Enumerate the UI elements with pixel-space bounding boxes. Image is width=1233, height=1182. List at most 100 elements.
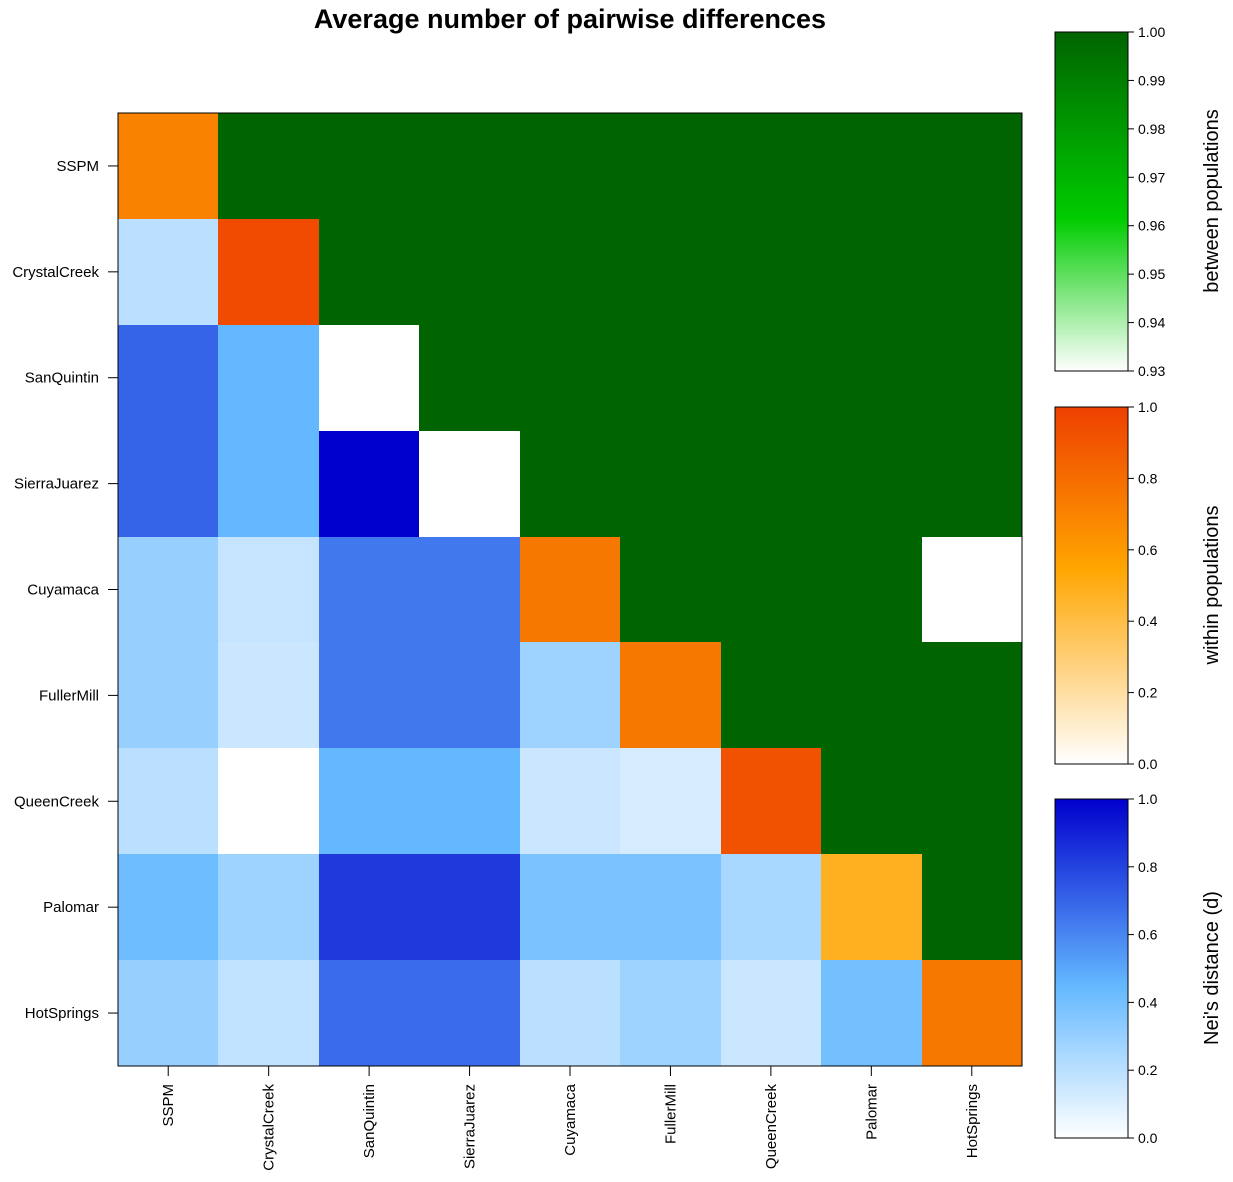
- heatmap-cell-SSPM-Palomar: [821, 113, 922, 219]
- y-axis: SSPM CrystalCreek SanQuintin SierraJuarez Cu…: [12, 158, 118, 1022]
- y-tick-label-Cuyamaca: Cuyamaca: [27, 582, 99, 599]
- y-tick-label-QueenCreek: QueenCreek: [14, 793, 100, 810]
- heatmap-cell-SanQuintin-CrystalCreek: [218, 325, 319, 431]
- heatmap-cell-QueenCreek-CrystalCreek: [218, 748, 319, 854]
- heatmap-cell-SanQuintin-FullerMill: [620, 325, 721, 431]
- heatmap-cell-Cuyamaca-FullerMill: [620, 537, 721, 642]
- legend-colorbar-within: [1054, 406, 1129, 765]
- legend-tick-label: 0.96: [1138, 218, 1165, 234]
- heatmap-cell-SSPM-SSPM: [118, 113, 218, 219]
- legend-tick-label: 0.0: [1138, 756, 1158, 772]
- heatmap-cell-SSPM-SanQuintin: [319, 113, 419, 219]
- heatmap-cell-HotSprings-Palomar: [821, 960, 922, 1066]
- heatmap-cell-Palomar-QueenCreek: [721, 854, 821, 960]
- legend-tick-label: 0.97: [1138, 169, 1165, 185]
- heatmap-cell-FullerMill-SSPM: [118, 642, 218, 748]
- legend-tick-label: 0.2: [1138, 1062, 1158, 1078]
- legend-within: 0.0 0.2 0.4 0.6 0.8 1.0 within populations: [1054, 399, 1223, 772]
- heatmap-cell-SanQuintin-SSPM: [118, 325, 218, 431]
- heatmap-cell-HotSprings-SierraJuarez: [419, 960, 520, 1066]
- heatmap-cell-SierraJuarez-QueenCreek: [721, 431, 821, 537]
- legend-colorbar-between: [1054, 31, 1129, 372]
- y-tick-label-SanQuintin: SanQuintin: [25, 370, 99, 387]
- heatmap-cell-Cuyamaca-QueenCreek: [721, 537, 821, 642]
- heatmap-cell-SanQuintin-Palomar: [821, 325, 922, 431]
- legend-tick-label: 0.98: [1138, 121, 1165, 137]
- heatmap-cell-Cuyamaca-CrystalCreek: [218, 537, 319, 642]
- heatmap-cell-SSPM-FullerMill: [620, 113, 721, 219]
- heatmap-cell-HotSprings-SanQuintin: [319, 960, 419, 1066]
- x-tick-label-Palomar: Palomar: [863, 1084, 880, 1140]
- heatmap-cell-QueenCreek-SierraJuarez: [419, 748, 520, 854]
- heatmap-cell-SierraJuarez-SanQuintin: [319, 431, 419, 537]
- y-tick-label-HotSprings: HotSprings: [25, 1005, 99, 1022]
- heatmap-cell-Cuyamaca-Palomar: [821, 537, 922, 642]
- x-tick-label-FullerMill: FullerMill: [662, 1084, 679, 1144]
- y-tick-label-SSPM: SSPM: [56, 158, 99, 175]
- legend-nei: 0.0 0.2 0.4 0.6 0.8 1.0 Nei's distance (d): [1054, 791, 1223, 1146]
- heatmap-cell-FullerMill-Palomar: [821, 642, 922, 748]
- heatmap-cell-Cuyamaca-HotSprings: [922, 537, 1022, 642]
- heatmap-cell-Palomar-SanQuintin: [319, 854, 419, 960]
- heatmap-cell-CrystalCreek-FullerMill: [620, 219, 721, 325]
- heatmap-cell-SierraJuarez-SierraJuarez: [419, 431, 520, 537]
- heatmap-cell-FullerMill-SierraJuarez: [419, 642, 520, 748]
- heatmap-cell-SSPM-Cuyamaca: [520, 113, 620, 219]
- heatmap-cell-QueenCreek-Cuyamaca: [520, 748, 620, 854]
- heatmap-cell-SSPM-CrystalCreek: [218, 113, 319, 219]
- x-tick-label-HotSprings: HotSprings: [964, 1084, 981, 1158]
- heatmap-cell-FullerMill-Cuyamaca: [520, 642, 620, 748]
- y-tick-label-Palomar: Palomar: [43, 899, 99, 916]
- heatmap-cell-HotSprings-FullerMill: [620, 960, 721, 1066]
- heatmap-cell-HotSprings-Cuyamaca: [520, 960, 620, 1066]
- legend-tick-label: 1.0: [1138, 791, 1158, 807]
- heatmap-cell-SanQuintin-SanQuintin: [319, 325, 419, 431]
- legend-title-nei: Nei's distance (d): [1201, 891, 1223, 1045]
- heatmap-cell-CrystalCreek-SierraJuarez: [419, 219, 520, 325]
- heatmap-cell-CrystalCreek-SanQuintin: [319, 219, 419, 325]
- heatmap-cells: [118, 113, 1022, 1066]
- heatmap-cell-SanQuintin-SierraJuarez: [419, 325, 520, 431]
- legend-tick-label: 1.00: [1138, 24, 1165, 40]
- legend-title-between: between populations: [1201, 109, 1223, 292]
- heatmap-cell-Cuyamaca-SierraJuarez: [419, 537, 520, 642]
- x-axis: SSPM CrystalCreek SanQuintin SierraJuarez Cu…: [160, 1066, 981, 1171]
- heatmap-cell-Cuyamaca-SSPM: [118, 537, 218, 642]
- heatmap-cell-CrystalCreek-Cuyamaca: [520, 219, 620, 325]
- heatmap-cell-HotSprings-QueenCreek: [721, 960, 821, 1066]
- heatmap-cell-SanQuintin-Cuyamaca: [520, 325, 620, 431]
- legend-tick-label: 0.94: [1138, 315, 1165, 331]
- x-tick-label-SSPM: SSPM: [160, 1084, 177, 1127]
- heatmap-cell-FullerMill-FullerMill: [620, 642, 721, 748]
- heatmap-cell-SSPM-QueenCreek: [721, 113, 821, 219]
- legend-tick-label: 0.4: [1138, 613, 1158, 629]
- heatmap-cell-CrystalCreek-CrystalCreek: [218, 219, 319, 325]
- legend-tick-label: 0.93: [1138, 363, 1165, 379]
- heatmap-cell-Palomar-Cuyamaca: [520, 854, 620, 960]
- heatmap-cell-HotSprings-HotSprings: [922, 960, 1022, 1066]
- heatmap-cell-SierraJuarez-SSPM: [118, 431, 218, 537]
- heatmap-cell-CrystalCreek-Palomar: [821, 219, 922, 325]
- heatmap-cell-Cuyamaca-SanQuintin: [319, 537, 419, 642]
- legend-tick-label: 0.4: [1138, 994, 1158, 1010]
- heatmap-cell-SanQuintin-QueenCreek: [721, 325, 821, 431]
- heatmap-cell-CrystalCreek-SSPM: [118, 219, 218, 325]
- x-tick-label-CrystalCreek: CrystalCreek: [261, 1084, 278, 1171]
- y-tick-label-CrystalCreek: CrystalCreek: [12, 264, 99, 281]
- legend-colorbar-nei: [1054, 798, 1129, 1139]
- heatmap-cell-FullerMill-HotSprings: [922, 642, 1022, 748]
- heatmap-cell-QueenCreek-FullerMill: [620, 748, 721, 854]
- heatmap-cell-QueenCreek-SSPM: [118, 748, 218, 854]
- heatmap-cell-FullerMill-SanQuintin: [319, 642, 419, 748]
- legend-between: 0.93 0.94 0.95 0.96 0.97 0.98 0.99 1.00 between …: [1054, 24, 1223, 379]
- heatmap-cell-Palomar-SierraJuarez: [419, 854, 520, 960]
- legends: 0.93 0.94 0.95 0.96 0.97 0.98 0.99 1.00 between …: [1054, 24, 1223, 1146]
- legend-tick-label: 0.95: [1138, 266, 1165, 282]
- x-tick-label-QueenCreek: QueenCreek: [763, 1084, 780, 1170]
- legend-tick-label: 0.8: [1138, 859, 1158, 875]
- heatmap-cell-Palomar-SSPM: [118, 854, 218, 960]
- legend-tick-label: 0.0: [1138, 1130, 1158, 1146]
- heatmap-cell-Palomar-HotSprings: [922, 854, 1022, 960]
- heatmap-cell-SierraJuarez-Palomar: [821, 431, 922, 537]
